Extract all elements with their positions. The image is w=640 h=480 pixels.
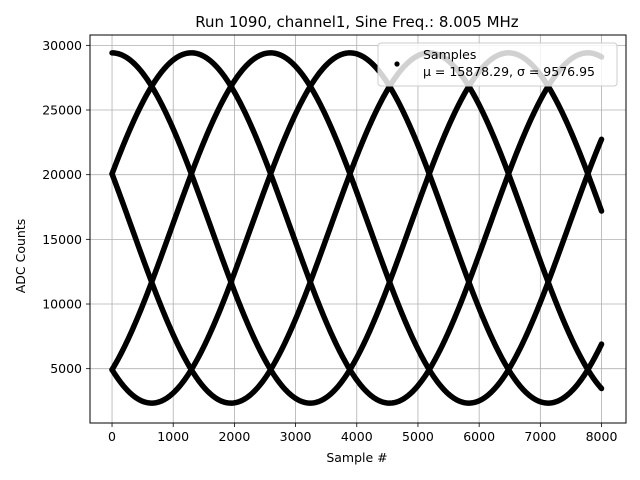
legend-box <box>377 42 618 87</box>
x-tick-label: 4000 <box>341 429 373 444</box>
y-tick-label: 30000 <box>42 38 82 53</box>
y-axis-ticks: 5000 10000 15000 20000 25000 30000 <box>42 38 90 376</box>
y-tick-label: 25000 <box>42 103 82 118</box>
sample-curves <box>109 50 605 406</box>
y-tick-label: 5000 <box>50 361 82 376</box>
chart-title: Run 1090, channel1, Sine Freq.: 8.005 MH… <box>195 13 519 31</box>
x-tick-label: 5000 <box>402 429 434 444</box>
x-tick-label: 7000 <box>524 429 556 444</box>
sample-trace <box>109 50 605 406</box>
x-tick-label: 2000 <box>218 429 250 444</box>
y-tick-label: 20000 <box>42 167 82 182</box>
x-tick-label: 3000 <box>280 429 312 444</box>
y-tick-label: 10000 <box>42 297 82 312</box>
y-tick-label: 15000 <box>42 232 82 247</box>
y-axis-label: ADC Counts <box>13 219 28 294</box>
legend-marker <box>394 61 400 67</box>
sample-trace <box>109 50 605 406</box>
x-tick-label: 1000 <box>157 429 189 444</box>
x-axis-label: Sample # <box>326 450 387 465</box>
legend-entry-stats: μ = 15878.29, σ = 9576.95 <box>423 64 595 79</box>
x-tick-label: 6000 <box>463 429 495 444</box>
plot-frame <box>89 34 627 424</box>
x-tick-label: 0 <box>108 429 116 444</box>
x-tick-label: 8000 <box>586 429 618 444</box>
sample-trace <box>109 50 605 406</box>
legend: Samples μ = 15878.29, σ = 9576.95 <box>377 42 618 87</box>
sample-trace <box>109 50 605 406</box>
legend-entry-samples: Samples <box>423 47 476 62</box>
x-axis-ticks: 0 1000 2000 3000 4000 5000 6000 7000 8000 <box>108 423 617 444</box>
